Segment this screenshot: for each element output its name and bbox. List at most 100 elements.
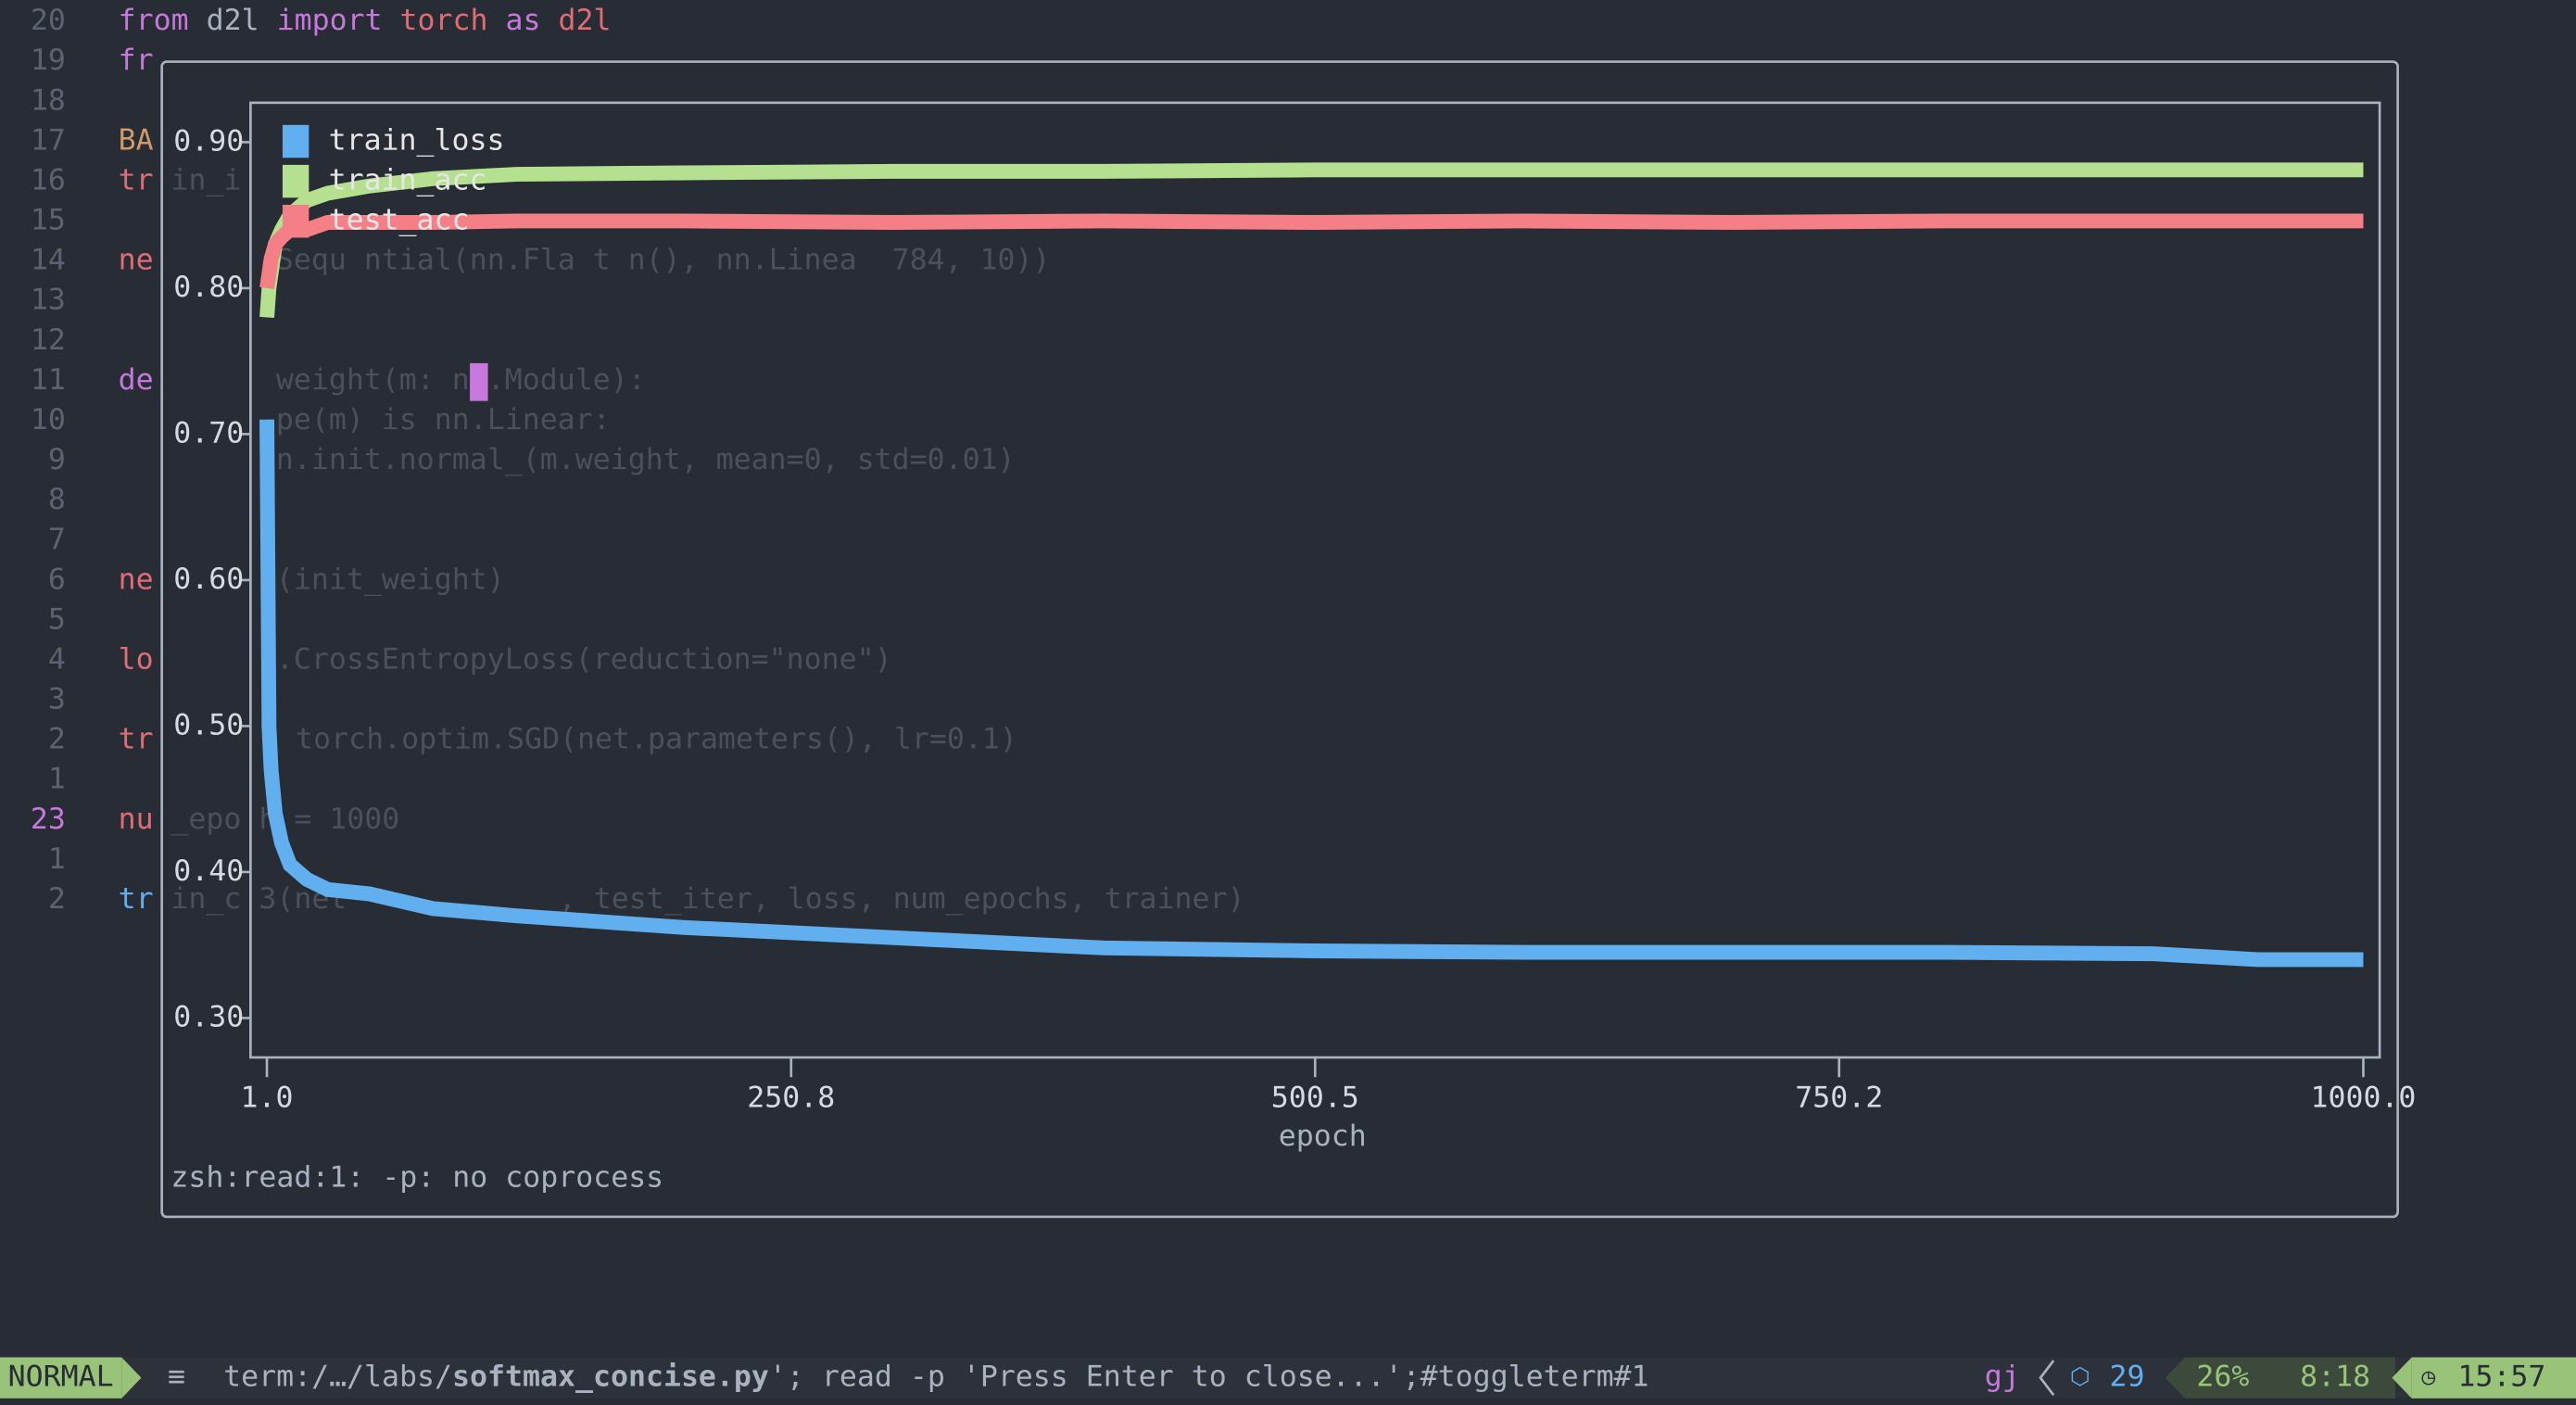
code-token: as bbox=[506, 4, 541, 37]
float-border bbox=[160, 60, 2399, 1219]
separator bbox=[2039, 1360, 2055, 1397]
cursor bbox=[470, 362, 488, 401]
file-name: softmax_concise.py bbox=[452, 1361, 769, 1394]
faded-code: pe(m) is nn.Linear: bbox=[276, 403, 611, 437]
code-line: BA bbox=[119, 123, 154, 157]
file-icon: ≡ bbox=[168, 1361, 185, 1394]
code-line: de bbox=[119, 363, 154, 397]
line-number: 1 bbox=[48, 763, 66, 796]
line-number: 8 bbox=[48, 483, 66, 516]
clock-bg bbox=[2411, 1357, 2576, 1399]
x-tick-label: 250.8 bbox=[747, 1081, 835, 1114]
y-tick-label: 0.90 bbox=[173, 124, 244, 158]
clock-icon: ◷ bbox=[2421, 1363, 2435, 1390]
faded-code: n.init.normal_(m.weight, mean=0, std=0.0… bbox=[276, 443, 1016, 476]
keys: gj bbox=[1985, 1361, 2020, 1394]
code-token: de bbox=[119, 363, 154, 397]
code-token: tr bbox=[119, 723, 154, 756]
line-number: 23 bbox=[31, 803, 66, 836]
y-tick-label: 0.40 bbox=[173, 854, 244, 888]
position: 8:18 bbox=[2300, 1361, 2370, 1394]
line-number: 6 bbox=[48, 563, 66, 596]
statusline: NORMAL ≡ term:/…/labs/softmax_concise.py… bbox=[0, 1357, 2576, 1399]
legend-swatch bbox=[282, 164, 309, 198]
code-line: tr bbox=[119, 723, 154, 756]
code-line: nu bbox=[119, 803, 154, 836]
line-number: 17 bbox=[31, 123, 66, 157]
y-tick-label: 0.30 bbox=[173, 1000, 244, 1033]
code-token: ne bbox=[119, 244, 154, 277]
x-tick-label: 500.5 bbox=[1271, 1081, 1359, 1114]
progress: 26% bbox=[2196, 1361, 2249, 1394]
line-number: 9 bbox=[48, 443, 66, 476]
faded-code: in_i bbox=[170, 163, 241, 196]
line-number: 14 bbox=[31, 244, 66, 277]
code-token: lo bbox=[119, 642, 154, 676]
code-token: ne bbox=[119, 563, 154, 596]
terminal-message: zsh:read:1: -p: no coprocess bbox=[170, 1160, 663, 1194]
faded-code: (init_weight) bbox=[276, 563, 505, 596]
y-tick-label: 0.80 bbox=[173, 271, 244, 304]
code-line: tr bbox=[119, 882, 154, 916]
legend-label: train_loss bbox=[329, 124, 505, 158]
line-number: 19 bbox=[31, 44, 66, 77]
legend-swatch bbox=[282, 124, 309, 158]
line-number: 15 bbox=[31, 204, 66, 237]
line-number: 20 bbox=[31, 4, 66, 37]
line-number: 2 bbox=[48, 723, 66, 756]
legend-swatch bbox=[282, 204, 309, 238]
code-token: tr bbox=[119, 163, 154, 196]
file-prefix: term:/…/labs/ bbox=[223, 1361, 452, 1394]
series-line bbox=[259, 419, 2364, 968]
y-tick-label: 0.50 bbox=[173, 708, 244, 741]
x-tick-label: 1.0 bbox=[241, 1081, 294, 1114]
code-token: d2l bbox=[541, 4, 612, 37]
faded-code: weight(m: nn.Module): bbox=[276, 363, 646, 397]
mode-bg bbox=[0, 1357, 122, 1399]
code-line: ne bbox=[119, 244, 154, 277]
faded-code: , test_iter, loss, num_epochs, trainer) bbox=[559, 882, 1245, 916]
faded-code: Sequ ntial(nn.Fla t n(), nn.Linea 784, 1… bbox=[276, 244, 1051, 277]
code-token: tr bbox=[119, 882, 154, 916]
progress-bg bbox=[2185, 1357, 2395, 1399]
faded-code: torch.optim.SGD(net.parameters(), lr=0.1… bbox=[296, 723, 1017, 756]
legend-label: train_acc bbox=[329, 164, 487, 197]
statusline-bg bbox=[0, 1357, 2576, 1399]
line-number: 18 bbox=[31, 83, 66, 117]
line-number: 13 bbox=[31, 284, 66, 317]
mode: NORMAL bbox=[8, 1361, 114, 1394]
diagnostics: 29 bbox=[2109, 1361, 2144, 1394]
diagnostics-icon: ⬡ bbox=[2070, 1363, 2090, 1390]
clock: 15:57 bbox=[2457, 1361, 2545, 1394]
line-number: 10 bbox=[31, 403, 66, 437]
line-number: 16 bbox=[31, 163, 66, 196]
line-number: 1 bbox=[48, 842, 66, 876]
code-token: d2l bbox=[189, 4, 277, 37]
line-number: 2 bbox=[48, 882, 66, 916]
x-axis-label: epoch bbox=[1279, 1120, 1367, 1153]
code-line: tr bbox=[119, 163, 154, 196]
code-line: lo bbox=[119, 642, 154, 676]
code-token: import bbox=[277, 4, 383, 37]
code-token: fr bbox=[119, 44, 154, 77]
file-path: term:/…/labs/softmax_concise.py'; read -… bbox=[223, 1361, 1648, 1394]
mode-arrow bbox=[121, 1357, 142, 1399]
series-line bbox=[259, 213, 2364, 290]
line-number: 11 bbox=[31, 363, 66, 397]
code-token: nu bbox=[119, 803, 154, 836]
progress-arrow bbox=[2165, 1357, 2186, 1399]
code-line: from d2l import torch as d2l bbox=[119, 4, 612, 37]
line-number: 12 bbox=[31, 323, 66, 357]
code-token: BA bbox=[119, 123, 154, 157]
code-token: torch bbox=[383, 4, 506, 37]
y-tick-label: 0.70 bbox=[173, 416, 244, 449]
y-tick-label: 0.60 bbox=[173, 563, 244, 596]
line-number: 3 bbox=[48, 683, 66, 716]
x-tick-label: 750.2 bbox=[1795, 1081, 1883, 1114]
code-token: from bbox=[119, 4, 189, 37]
line-number: 5 bbox=[48, 602, 66, 636]
line-number: 4 bbox=[48, 642, 66, 676]
